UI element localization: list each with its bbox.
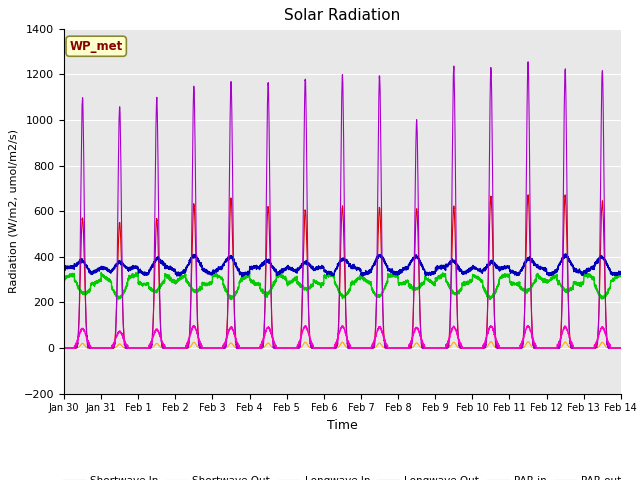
Y-axis label: Radiation (W/m2, umol/m2/s): Radiation (W/m2, umol/m2/s)	[8, 129, 18, 293]
Title: Solar Radiation: Solar Radiation	[284, 9, 401, 24]
X-axis label: Time: Time	[327, 419, 358, 432]
Legend: Shortwave In, Shortwave Out, Longwave In, Longwave Out, PAR in, PAR out: Shortwave In, Shortwave Out, Longwave In…	[60, 472, 625, 480]
Text: WP_met: WP_met	[70, 40, 123, 53]
